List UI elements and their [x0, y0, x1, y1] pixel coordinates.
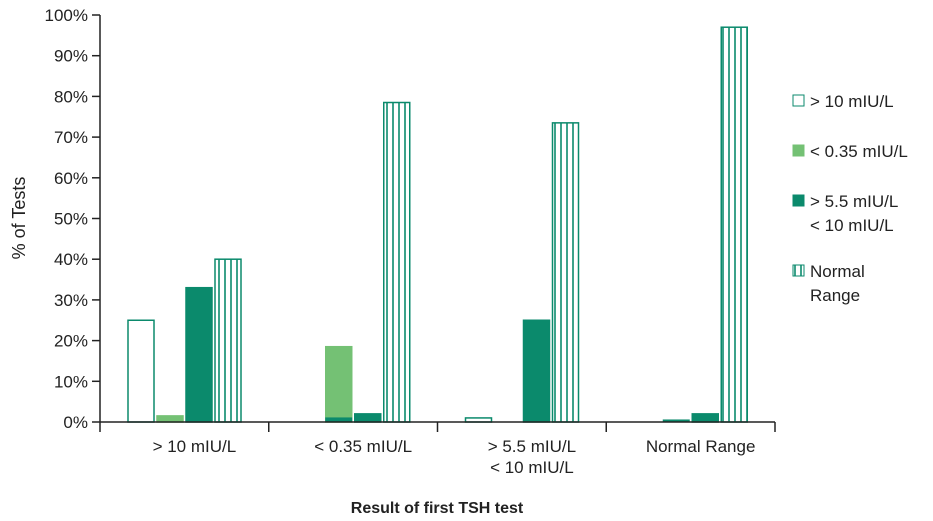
x-tick-label: < 10 mIU/L	[490, 458, 574, 477]
bar-s3-c1	[383, 101, 411, 423]
y-tick-label: 40%	[54, 250, 88, 269]
bars-group	[127, 26, 748, 423]
y-tick-label: 100%	[45, 6, 88, 25]
legend-swatch-0	[792, 94, 805, 107]
x-tick-label: Normal Range	[646, 437, 756, 456]
legend-label-2: < 10 mIU/L	[810, 216, 894, 235]
bar-s2-c0	[185, 286, 213, 423]
y-axis-title: % of Tests	[9, 177, 29, 260]
x-tick-label: < 0.35 mIU/L	[314, 437, 412, 456]
y-tick-label: 30%	[54, 291, 88, 310]
bar-s3-c3	[720, 26, 748, 423]
legend: > 10 mIU/L < 0.35 mIU/L > 5.5 mIU/L < 10 mI…	[792, 92, 908, 305]
y-tick-label: 0%	[63, 413, 88, 432]
legend-swatch-1	[792, 144, 805, 157]
y-tick-label: 10%	[54, 372, 88, 391]
legend-swatch-3	[792, 264, 805, 277]
legend-label-1: < 0.35 mIU/L	[810, 142, 908, 161]
legend-label-2: > 5.5 mIU/L	[810, 192, 898, 211]
bar-s2-c1	[354, 413, 382, 423]
x-ticks-group: > 10 mIU/L < 0.35 mIU/L > 5.5 mIU/L < 10 mI…	[99, 422, 776, 477]
y-tick-label: 70%	[54, 128, 88, 147]
bar-s0-c0	[127, 319, 155, 423]
bar-s3-c0	[214, 258, 242, 423]
bar-s2-c2	[522, 319, 551, 423]
legend-label-3: Range	[810, 286, 860, 305]
y-ticks-group: 0% 10% 20% 30% 40% 50% 60% 70% 80% 90% 100%	[45, 6, 100, 432]
y-tick-label: 50%	[54, 210, 88, 229]
legend-swatch-2	[792, 194, 805, 207]
y-tick-label: 90%	[54, 47, 88, 66]
bar-s1-c1	[325, 345, 353, 423]
legend-label-0: > 10 mIU/L	[810, 92, 894, 111]
y-tick-label: 60%	[54, 169, 88, 188]
bar-s3-c2	[551, 122, 580, 423]
bar-s2-c3	[691, 413, 719, 423]
x-tick-label: > 10 mIU/L	[153, 437, 237, 456]
y-tick-label: 80%	[54, 87, 88, 106]
x-tick-label: > 5.5 mIU/L	[488, 437, 576, 456]
bar-s1-c0	[156, 415, 184, 423]
legend-label-3: Normal	[810, 262, 865, 281]
y-tick-label: 20%	[54, 332, 88, 351]
x-axis-title: Result of first TSH test	[351, 500, 524, 517]
